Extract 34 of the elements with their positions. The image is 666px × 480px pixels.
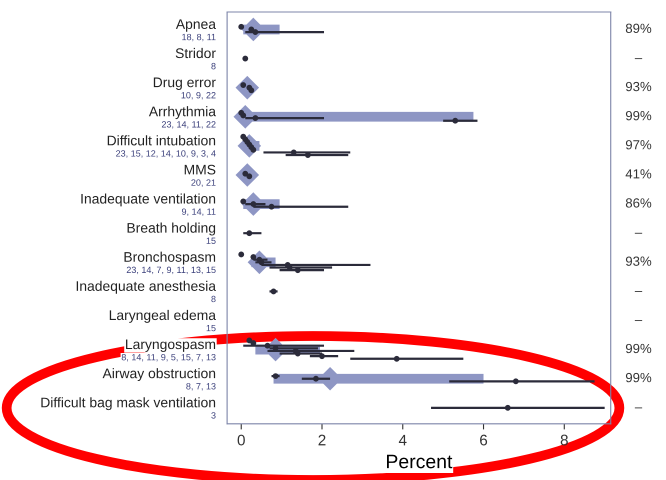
y-tick-label: Inadequate anesthesia 8 xyxy=(76,280,216,302)
x-tick-label: 0 xyxy=(238,434,245,446)
y-tick-label: Inadequate ventilation 9, 14, 11 xyxy=(81,193,216,216)
x-tick-label: 2 xyxy=(318,434,326,446)
y2-tick-label: 89% xyxy=(626,24,652,34)
y2-tick-label: 93% xyxy=(626,82,652,92)
y-tick-label: Stridor 8 xyxy=(176,48,216,70)
y2-tick-label: – xyxy=(634,291,642,292)
y2-tick-label: 99% xyxy=(626,110,652,120)
y2-tick-label: – xyxy=(634,232,642,234)
y-tick-label: Difficult intubation 23, 15, 12, 14, 10, 9, 3, 4 xyxy=(108,135,216,158)
y2-tick-label: – xyxy=(634,320,642,322)
x-axis-title: Percent xyxy=(387,454,452,468)
y2-tick-label: 97% xyxy=(626,140,652,150)
x-tick-label: 6 xyxy=(480,434,488,446)
x-tick-label: 4 xyxy=(398,434,407,446)
y-tick-label: Bronchospasm 23, 14, 7, 9, 11, 13, 15 xyxy=(124,252,216,274)
x-tick-label: 8 xyxy=(560,434,568,446)
y-tick-label: MMS 20, 21 xyxy=(184,164,216,187)
y2-tick-label: – xyxy=(634,407,642,408)
y2-tick-label: – xyxy=(634,58,642,60)
y2-tick-label: 86% xyxy=(626,198,652,208)
y-tick-label: Drug error 10, 9, 22 xyxy=(154,78,216,100)
y-tick-label: Apnea 18, 8, 11 xyxy=(176,19,216,42)
y-tick-label: Difficult bag mask ventilation 3 xyxy=(41,397,216,419)
y-tick-label: Laryngospasm 8, 14, 11, 9, 5, 15, 7, 13 xyxy=(122,339,216,362)
y-tick-label: Airway obstruction 8, 7, 13 xyxy=(102,368,216,391)
y-tick-label: Breath holding 15 xyxy=(128,222,216,244)
y-tick-label: Arrhythmia 23, 14, 11, 22 xyxy=(148,106,216,129)
y2-tick-label: 99% xyxy=(626,372,652,382)
y2-tick-label: 99% xyxy=(626,344,652,354)
y2-tick-label: 41% xyxy=(626,169,652,178)
y-tick-label: Laryngeal edema 15 xyxy=(110,310,216,332)
y2-tick-label: 93% xyxy=(626,256,652,266)
